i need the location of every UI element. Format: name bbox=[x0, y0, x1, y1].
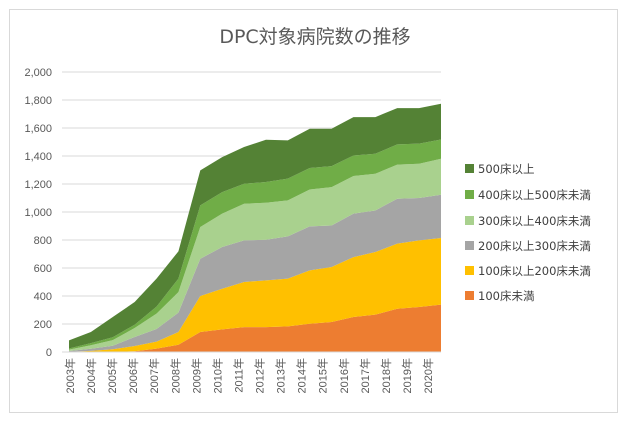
x-tick-label: 2007年 bbox=[147, 358, 161, 393]
x-tick-label: 2003年 bbox=[63, 358, 77, 393]
x-tick-label: 2011年 bbox=[231, 358, 245, 393]
x-tick-label: 2014年 bbox=[295, 358, 309, 393]
area-series-4 bbox=[69, 158, 441, 352]
x-tick-label: 2008年 bbox=[168, 358, 182, 393]
x-tick-label: 2017年 bbox=[358, 358, 372, 393]
legend-swatch bbox=[465, 266, 474, 275]
y-tick-label: 2,000 bbox=[24, 67, 52, 79]
legend-swatch bbox=[465, 241, 474, 250]
y-tick-label: 1,000 bbox=[24, 207, 52, 219]
y-tick-label: 1,800 bbox=[24, 95, 52, 107]
x-tick-label: 2010年 bbox=[210, 358, 224, 393]
y-tick-label: 800 bbox=[34, 235, 52, 247]
y-tick-label: 1,200 bbox=[24, 179, 52, 191]
x-tick-label: 2016年 bbox=[337, 358, 351, 393]
legend-label: 500床以上 bbox=[478, 162, 534, 176]
x-tick-label: 2006年 bbox=[126, 358, 140, 393]
x-tick-label: 2020年 bbox=[421, 358, 435, 393]
legend-swatch bbox=[465, 164, 474, 173]
chart-title: DPC対象病院数の推移 bbox=[219, 26, 411, 48]
legend-swatch bbox=[465, 291, 474, 300]
legend-swatch bbox=[465, 216, 474, 225]
area-series-5 bbox=[69, 139, 441, 350]
area-series-6 bbox=[69, 103, 441, 349]
area-series-3 bbox=[69, 194, 441, 352]
y-tick-label: 400 bbox=[34, 291, 52, 303]
y-tick-label: 1,400 bbox=[24, 151, 52, 163]
area-series-2 bbox=[69, 238, 441, 352]
x-tick-label: 2005年 bbox=[105, 358, 119, 393]
x-tick-label: 2018年 bbox=[379, 358, 393, 393]
y-tick-label: 200 bbox=[34, 319, 52, 331]
legend-swatch bbox=[465, 190, 474, 199]
y-tick-label: 600 bbox=[34, 263, 52, 275]
legend-label: 100床以上200床未満 bbox=[478, 264, 591, 278]
x-tick-label: 2019年 bbox=[400, 358, 414, 393]
area-series-1 bbox=[69, 304, 441, 352]
y-tick-label: 1,600 bbox=[24, 123, 52, 135]
x-tick-label: 2015年 bbox=[316, 358, 330, 393]
x-tick-label: 2009年 bbox=[189, 358, 203, 393]
x-tick-label: 2004年 bbox=[84, 358, 98, 393]
legend-label: 300床以上400床未満 bbox=[478, 214, 591, 228]
legend-label: 200床以上300床未満 bbox=[478, 239, 591, 253]
x-tick-label: 2012年 bbox=[253, 358, 267, 393]
x-tick-label: 2013年 bbox=[274, 358, 288, 393]
y-tick-label: 0 bbox=[46, 347, 52, 359]
legend-label: 400床以上500床未満 bbox=[478, 188, 591, 202]
legend-label: 100床未満 bbox=[478, 289, 534, 303]
chart-frame bbox=[9, 9, 618, 413]
